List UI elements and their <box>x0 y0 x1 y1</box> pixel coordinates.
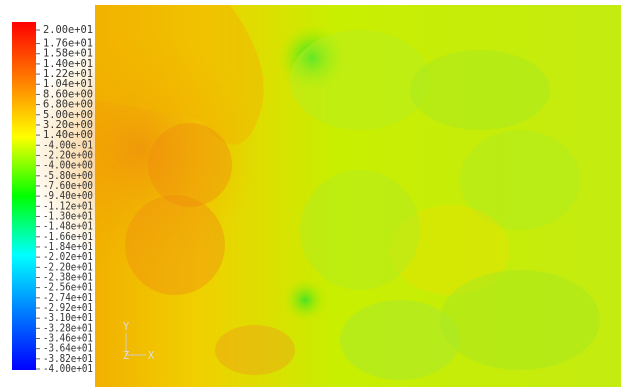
colorbar <box>12 22 36 370</box>
tick-label: 2.00e+01 <box>43 24 93 36</box>
tick-label: -4.00e+01 <box>43 363 93 375</box>
contour-field <box>20 5 621 387</box>
axis-z-label: Z <box>123 350 129 362</box>
axis-y-label: Y <box>123 321 130 333</box>
axis-x-label: X <box>148 350 155 362</box>
screen: Y Z X 2.00e+011.76e+011.58e+011.40e+011.… <box>0 0 621 387</box>
